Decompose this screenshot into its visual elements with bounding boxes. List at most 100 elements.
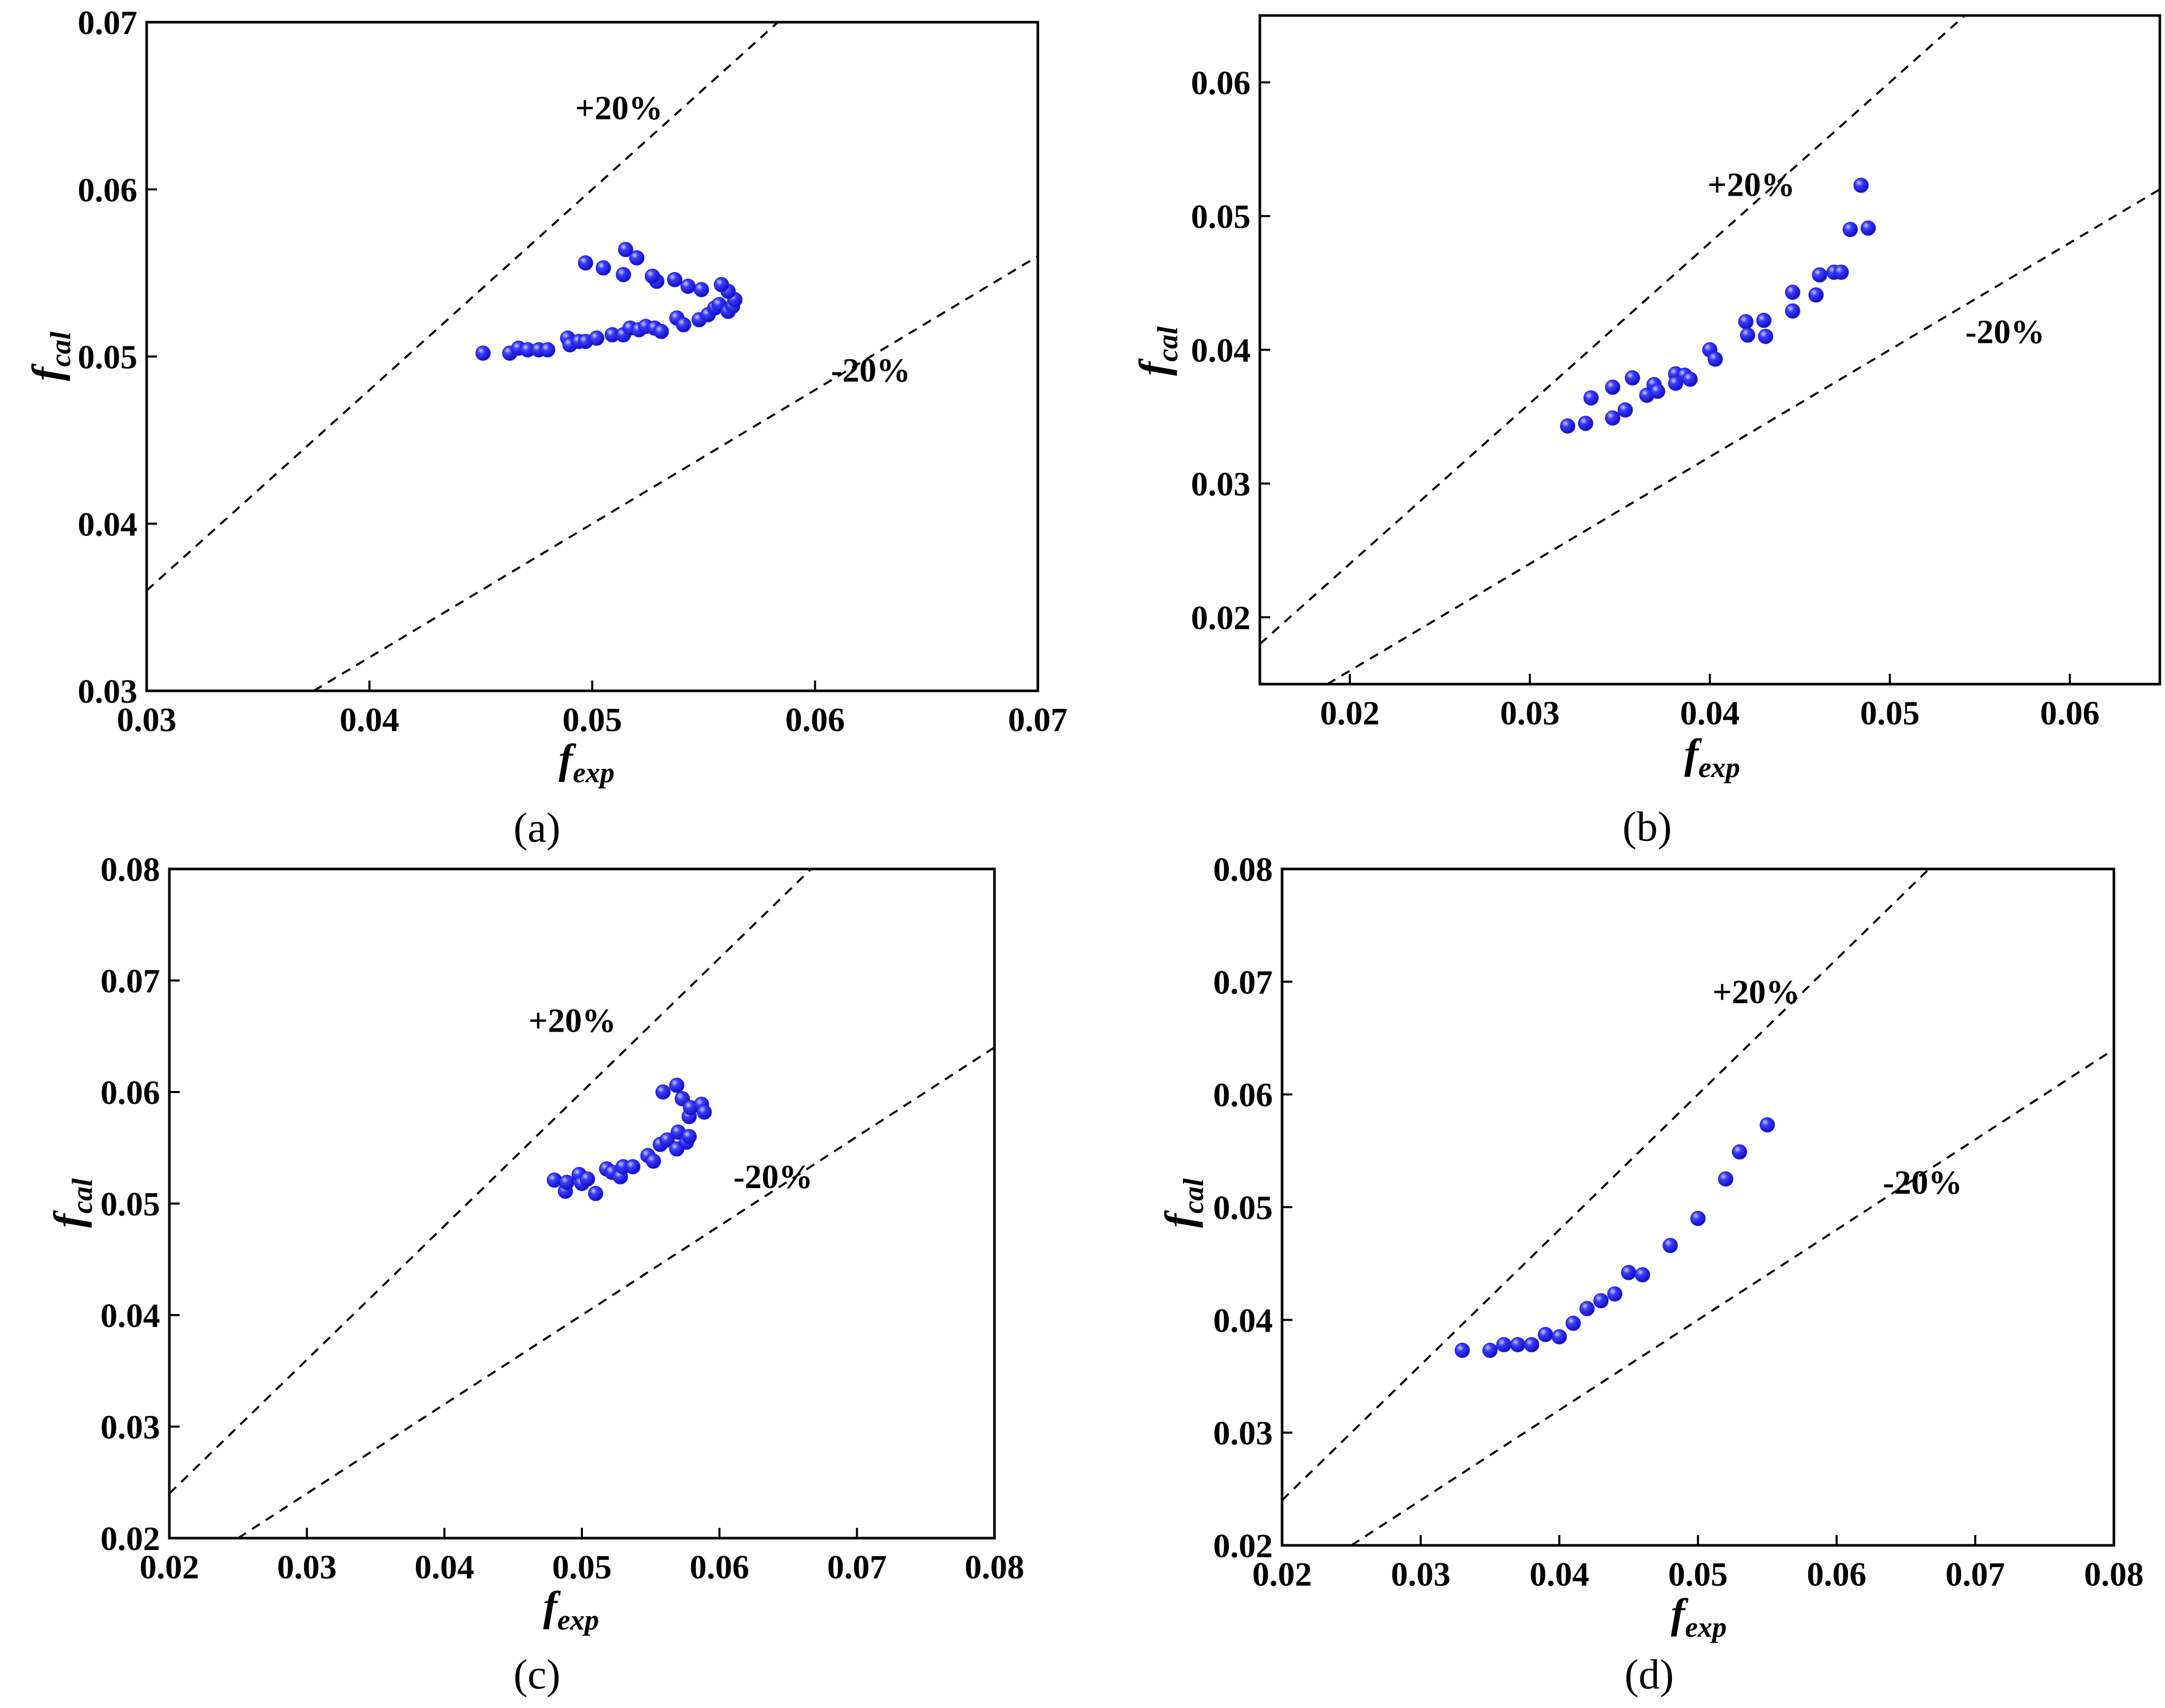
x-tick-label-d-7: 0.08 [2084,1556,2144,1593]
y-tick-label-c-2: 0.03 [101,1409,161,1446]
plot-frame-d [1281,867,2115,1547]
band-label-plus20-d: +20% [1712,973,1800,1011]
x-tick-label-b-5: 0.06 [2040,694,2100,732]
data-point-b-3 [1583,390,1599,406]
x-tick-label-d-6: 0.07 [1946,1556,2005,1593]
data-point-b-19 [1756,312,1772,328]
data-point-b-27 [1842,222,1858,238]
data-point-d-10 [1593,1293,1609,1308]
data-point-b-14 [1682,371,1698,387]
panel-d: 0.02 0.03 0.04 0.05 0.06 0.07 0.08 0.02 0.03 0.04… [1156,851,2144,1698]
reference-line-minus20-c [238,1046,995,1539]
data-point-a-11 [589,330,605,346]
data-point-b-18 [1740,327,1756,343]
reference-line-plus20-b [1259,14,1966,645]
data-point-c-17 [659,1132,675,1148]
x-tick-label-b-2: 0.03 [1500,694,1560,732]
band-label-minus20-d: -20% [1883,1164,1962,1201]
data-point-c-12 [625,1159,641,1175]
x-tick-label-a-2: 0.04 [340,701,400,739]
panel-label-a: (a) [513,804,560,851]
y-tick-label-a-5: 0.07 [78,4,138,42]
data-point-d-1 [1455,1342,1470,1358]
x-tick-label-a-3: 0.05 [562,701,622,739]
band-label-minus20-b: -20% [1965,313,2045,351]
data-point-c-16 [655,1084,671,1100]
x-tick-label-c-4: 0.05 [552,1548,612,1586]
y-tick-label-c-6: 0.07 [101,962,161,1000]
x-axis-label-b: fexp [1684,730,1740,784]
panel-a: 0.03 0.04 0.05 0.06 0.07 0.03 0.04 0.05 0.06 0.07… [23,4,1068,851]
data-point-b-22 [1785,303,1800,319]
y-tick-label-d-1: 0.02 [1213,1527,1273,1565]
y-tick-label-b-1: 0.02 [1191,599,1251,637]
y-tick-label-d-5: 0.06 [1213,1077,1273,1114]
y-tick-label-b-4: 0.05 [1191,198,1251,236]
y-tick-label-b-2: 0.03 [1191,466,1251,503]
x-tick-label-a-5: 0.07 [1008,701,1068,739]
data-point-b-6 [1617,402,1633,418]
reference-line-plus20-d [1281,868,1930,1501]
data-point-c-14 [645,1153,661,1169]
data-point-c-1 [546,1172,562,1188]
data-point-d-3 [1496,1337,1512,1353]
reference-line-plus20-c [168,868,812,1495]
data-point-c-18 [669,1078,685,1093]
panel-label-c: (c) [513,1651,560,1698]
data-point-b-28 [1853,178,1869,193]
data-point-a-32 [667,272,683,288]
data-point-b-16 [1708,351,1723,367]
y-tick-label-d-4: 0.05 [1213,1189,1273,1227]
data-point-b-4 [1605,410,1621,426]
data-point-a-20 [676,317,691,333]
data-point-c-27 [697,1104,712,1120]
panel-b: 0.02 0.03 0.04 0.05 0.06 0.02 0.03 0.04 0.05 0.06… [1130,14,2161,850]
data-point-b-20 [1758,328,1774,344]
y-axis-label-c: fcal [45,1178,99,1228]
plot-frame-c [168,867,996,1540]
x-axis-label-a: fexp [559,735,614,789]
x-tick-label-c-7: 0.08 [965,1548,1024,1586]
x-axis-label-c: fexp [543,1583,599,1636]
y-tick-label-b-5: 0.06 [1191,65,1251,102]
reference-line-minus20-b [1326,188,2161,685]
data-point-d-12 [1621,1264,1636,1280]
reference-line-minus20-a [313,255,1039,692]
y-tick-label-c-7: 0.08 [101,851,161,889]
band-label-plus20-c: +20% [529,1002,617,1039]
panel-c: 0.02 0.03 0.04 0.05 0.06 0.07 0.08 0.02 0.03 0.04… [45,851,1024,1698]
data-point-a-34 [644,268,660,284]
data-point-a-29 [714,277,730,293]
data-point-c-6 [579,1171,595,1187]
data-point-a-38 [595,260,611,276]
x-tick-label-c-1: 0.02 [139,1548,199,1586]
y-tick-label-c-3: 0.04 [101,1297,161,1335]
y-tick-label-c-1: 0.02 [101,1520,161,1558]
data-point-d-13 [1635,1267,1650,1283]
data-point-a-39 [578,255,593,271]
y-tick-label-a-3: 0.05 [78,339,138,376]
data-point-d-14 [1663,1238,1678,1253]
x-tick-label-d-3: 0.04 [1529,1556,1589,1593]
x-tick-label-b-1: 0.02 [1320,694,1380,732]
data-point-b-24 [1812,267,1827,283]
data-point-d-8 [1566,1316,1581,1331]
x-tick-label-c-3: 0.04 [415,1548,475,1586]
band-label-plus20-a: +20% [575,89,663,127]
y-tick-label-d-6: 0.07 [1213,963,1273,1001]
data-point-b-2 [1578,416,1593,431]
data-point-d-2 [1482,1342,1498,1358]
data-point-d-4 [1510,1337,1526,1353]
data-point-a-31 [680,278,696,294]
data-point-a-6 [540,342,556,358]
data-point-c-7 [588,1185,604,1201]
x-axis-label-d: fexp [1671,1590,1727,1643]
data-point-b-1 [1560,418,1575,434]
reference-line-minus20-d [1351,1048,2115,1546]
data-point-b-23 [1808,287,1824,303]
x-tick-label-a-1: 0.03 [117,701,177,739]
y-axis-label-d: fcal [1156,1178,1210,1228]
x-tick-label-a-4: 0.06 [785,701,845,739]
data-point-d-6 [1538,1326,1553,1342]
data-point-b-26 [1834,264,1849,280]
